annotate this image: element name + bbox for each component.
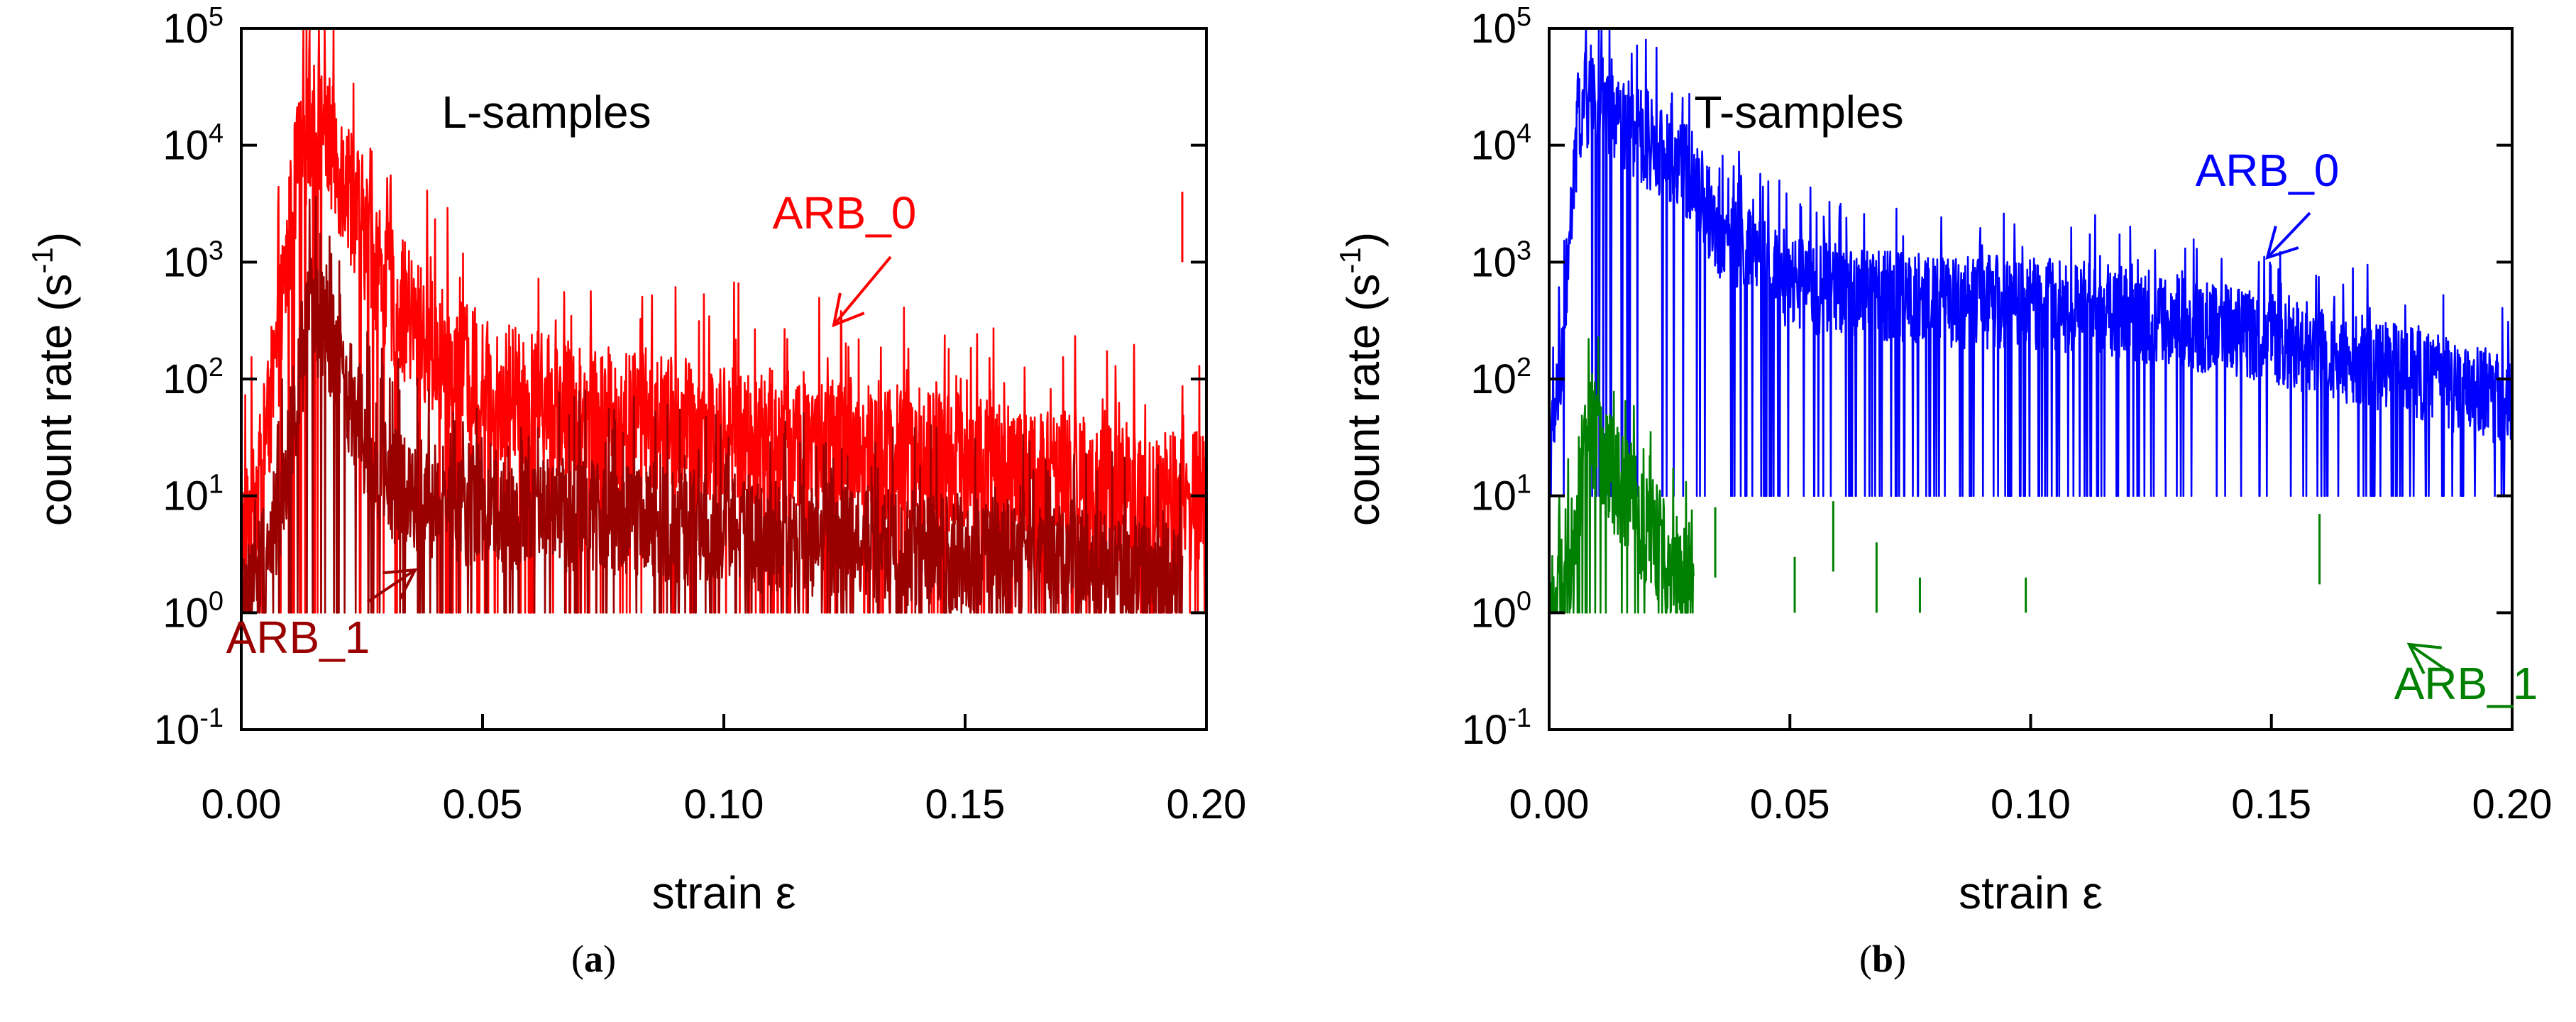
y-axis-title: count rate (s-1) — [26, 232, 81, 526]
chart-a: 10-1 100 101 102 103 104 105 0.00 0.05 0.10 0.15 0.… — [26, 2, 1247, 918]
annotation-arb-0: ARB_0 — [2196, 145, 2340, 260]
series-arb-1 — [1548, 336, 2321, 614]
arrow-shaft — [2408, 643, 2452, 674]
x-tick-label: 0.05 — [1750, 781, 1830, 828]
chart-panel-b: 10-1 100 101 102 103 104 105 0.00 0.05 0.10 0.15 0.… — [1288, 0, 2576, 1022]
annotation-arb-1: ARB_1 — [226, 568, 418, 663]
arrow-head — [382, 568, 418, 600]
annotation-arb-1: ARB_1 — [2394, 642, 2538, 709]
y-tick-label: 10-1 — [1462, 703, 1531, 753]
chart-b: 10-1 100 101 102 103 104 105 0.00 0.05 0.10 0.15 0.… — [1333, 2, 2553, 918]
x-tick-label: 0.20 — [1167, 781, 1247, 828]
y-tick-label: 10-1 — [154, 703, 224, 753]
series-arb-1 — [240, 195, 1184, 614]
annotation-label: ARB_0 — [2196, 145, 2340, 196]
y-tick-label: 101 — [1470, 470, 1531, 520]
y-axis-title: count rate (s-1) — [1333, 232, 1389, 526]
x-tick-label: 0.10 — [684, 781, 764, 828]
arrow-shaft — [832, 256, 892, 326]
y-tick-label: 103 — [1470, 236, 1531, 285]
arrow-head — [2265, 226, 2299, 260]
y-tick-label: 102 — [1470, 353, 1531, 402]
y-tick-label: 101 — [163, 470, 224, 520]
x-tick-label: 0.20 — [2472, 781, 2553, 828]
y-tick-label: 100 — [1470, 586, 1531, 636]
panel-subtitle: T-samples — [1694, 87, 1903, 138]
arrow-shaft — [366, 568, 417, 603]
caption-a: (a) — [571, 938, 616, 980]
arrow-shaft — [2266, 211, 2311, 259]
y-tick-label: 102 — [163, 353, 224, 402]
x-tick-label: 0.00 — [1509, 781, 1590, 828]
annotation-arb-0: ARB_0 — [773, 187, 917, 328]
arrow-head — [832, 292, 865, 328]
series-line — [240, 195, 1184, 614]
y-tick-label: 104 — [1470, 119, 1531, 169]
series-line — [1548, 336, 1695, 614]
y-tick-label: 105 — [1470, 2, 1531, 52]
x-tick-label: 0.10 — [1991, 781, 2071, 828]
y-tick-label: 105 — [163, 2, 224, 52]
y-tick-label: 103 — [163, 236, 224, 285]
x-axis-title: strain ε — [652, 867, 796, 918]
x-axis-title: strain ε — [1959, 867, 2103, 918]
x-tick-label: 0.00 — [202, 781, 282, 828]
x-tick-label: 0.05 — [443, 781, 523, 828]
annotation-label: ARB_0 — [773, 187, 917, 238]
series-line — [1548, 27, 2514, 497]
y-tick-label: 100 — [163, 586, 224, 636]
panel-subtitle: L-samples — [441, 87, 651, 138]
x-tick-label: 0.15 — [925, 781, 1006, 828]
caption-b: (b) — [1859, 938, 1907, 980]
annotation-label: ARB_1 — [2394, 658, 2538, 709]
y-tick-label: 104 — [163, 119, 224, 169]
x-tick-label: 0.15 — [2231, 781, 2311, 828]
arrow-head — [2406, 642, 2442, 674]
chart-panel-a: 10-1 100 101 102 103 104 105 0.00 0.05 0.10 0.15 0.… — [26, 2, 1247, 980]
annotation-label: ARB_1 — [226, 612, 370, 663]
series-arb-0 — [1548, 27, 2514, 497]
